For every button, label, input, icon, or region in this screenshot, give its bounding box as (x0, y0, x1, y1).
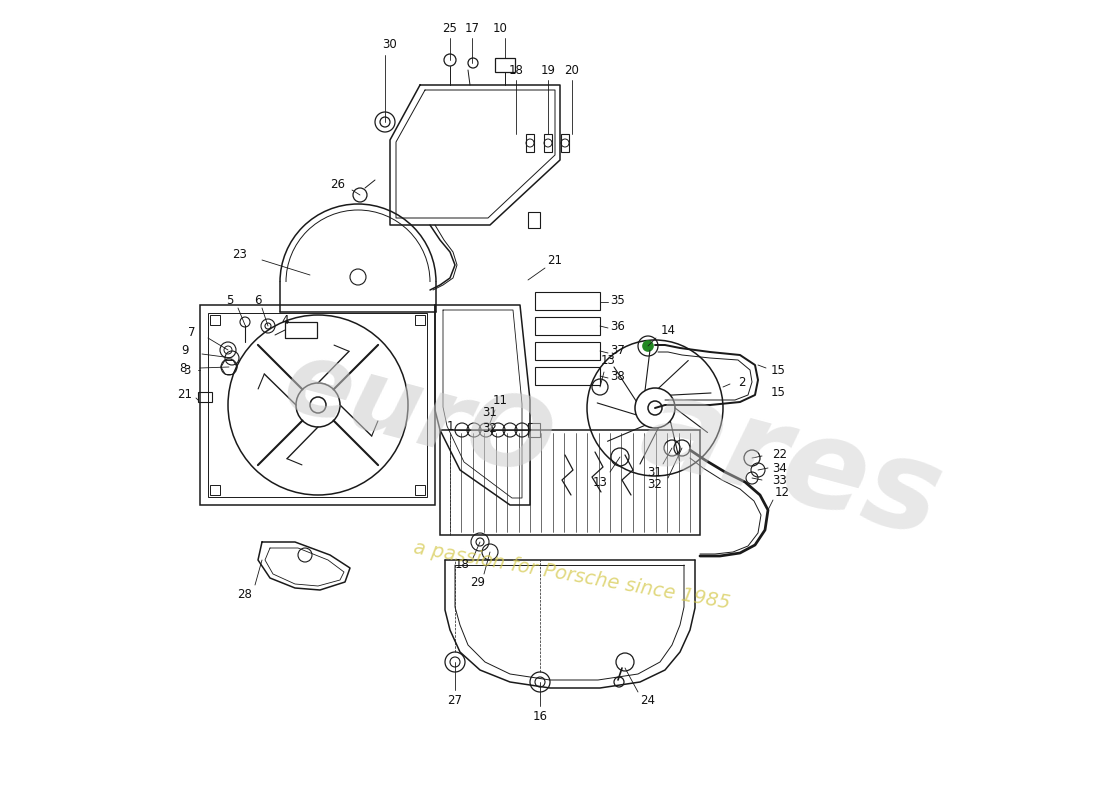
Text: 18: 18 (454, 558, 470, 571)
Text: 14: 14 (660, 323, 675, 337)
Bar (415, 315, 425, 325)
Text: 38: 38 (610, 370, 626, 382)
Text: 4: 4 (282, 314, 288, 326)
Text: 15: 15 (771, 363, 785, 377)
Text: 3: 3 (184, 363, 190, 377)
Text: 31: 31 (648, 466, 662, 478)
Bar (210, 485, 220, 495)
Text: 23: 23 (232, 249, 248, 262)
Text: 18: 18 (508, 63, 524, 77)
Text: ares: ares (629, 366, 955, 562)
Text: 9: 9 (182, 343, 189, 357)
Text: 8: 8 (179, 362, 187, 374)
Text: 28: 28 (238, 589, 252, 602)
Text: eurO: eurO (274, 334, 562, 498)
Text: 35: 35 (610, 294, 626, 306)
Text: 22: 22 (772, 449, 788, 462)
Bar (561, 134, 569, 152)
Bar (535, 367, 600, 385)
Text: a passion for Porsche since 1985: a passion for Porsche since 1985 (412, 538, 732, 614)
Text: 32: 32 (648, 478, 662, 491)
Text: 26: 26 (330, 178, 345, 190)
Text: 36: 36 (610, 319, 626, 333)
Text: 21: 21 (177, 389, 192, 402)
Circle shape (644, 341, 653, 351)
Bar (285, 322, 317, 338)
Text: 5: 5 (227, 294, 233, 306)
Text: 25: 25 (442, 22, 458, 34)
Text: 11: 11 (493, 394, 507, 406)
Bar (210, 315, 220, 325)
Text: 7: 7 (188, 326, 196, 338)
Text: 37: 37 (610, 345, 626, 358)
Text: 10: 10 (493, 22, 507, 34)
Text: 13: 13 (593, 475, 607, 489)
Text: 32: 32 (483, 422, 497, 434)
Text: 31: 31 (483, 406, 497, 418)
Text: 6: 6 (254, 294, 262, 306)
Text: 19: 19 (540, 63, 556, 77)
Text: 15: 15 (771, 386, 785, 398)
Text: 16: 16 (532, 710, 548, 722)
Bar (535, 292, 600, 310)
Text: 20: 20 (564, 63, 580, 77)
Bar (535, 317, 600, 335)
Text: 27: 27 (448, 694, 462, 706)
Bar (200, 305, 434, 505)
Text: 30: 30 (383, 38, 397, 51)
Text: 13: 13 (601, 354, 615, 366)
Text: 21: 21 (548, 254, 562, 266)
Text: 1: 1 (447, 419, 453, 433)
Bar (495, 58, 515, 72)
Bar (208, 313, 427, 497)
Bar (528, 212, 540, 228)
Text: 12: 12 (774, 486, 790, 498)
Text: 17: 17 (464, 22, 480, 34)
Text: 33: 33 (772, 474, 788, 487)
Bar (535, 342, 600, 360)
Bar (440, 430, 700, 535)
Text: 24: 24 (640, 694, 656, 706)
Bar (528, 423, 540, 437)
Bar (415, 485, 425, 495)
Bar (544, 134, 552, 152)
Text: 2: 2 (738, 375, 746, 389)
Bar (198, 392, 212, 402)
Text: 29: 29 (471, 575, 485, 589)
Bar (526, 134, 534, 152)
Text: 34: 34 (772, 462, 788, 474)
